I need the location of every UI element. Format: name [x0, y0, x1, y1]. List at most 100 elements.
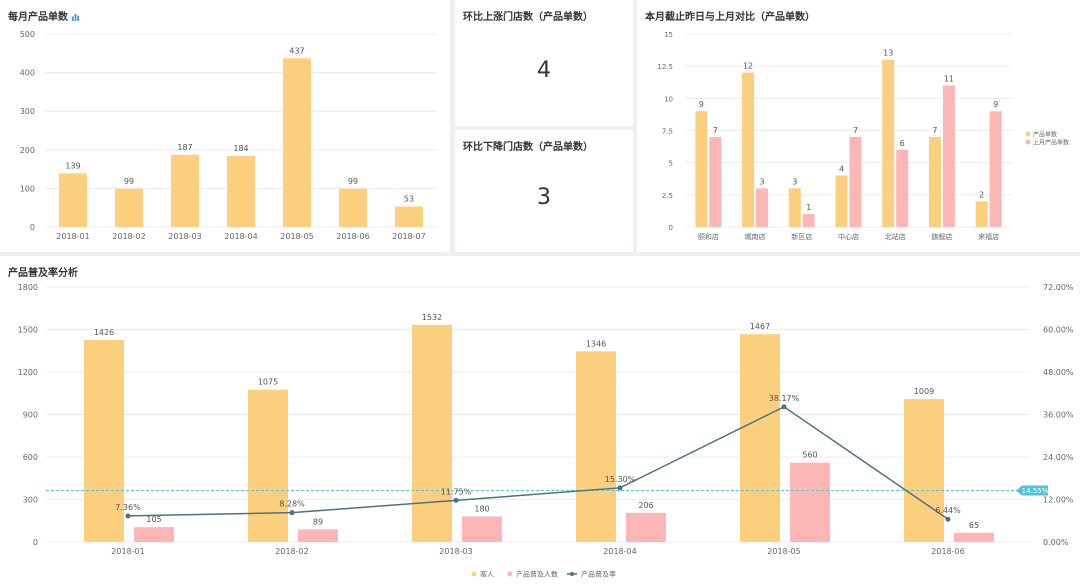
data-label: 99: [348, 177, 358, 186]
x-tick-label: 2018-02: [275, 547, 308, 556]
data-label: 4: [839, 165, 844, 174]
data-label: 105: [146, 515, 161, 524]
stores-up-panel: 环比上涨门店数（产品单数） 4: [455, 0, 633, 126]
bar: [896, 149, 909, 227]
stores-down-title: 环比下降门店数（产品单数）: [463, 142, 593, 153]
bar: [942, 85, 955, 227]
bar: [227, 155, 255, 227]
store-compare-title: 本月截止昨日与上月对比（产品单数）: [645, 12, 815, 23]
data-label: 184: [233, 144, 248, 153]
legend-marker: [507, 571, 513, 577]
data-label: 65: [969, 521, 979, 530]
average-badge: [1016, 485, 1048, 496]
monthly-orders-panel: 每月产品单数 0 100 200 300 400 500 139 2018-01 99 2018-…: [0, 0, 450, 252]
data-label: 13: [883, 49, 893, 58]
data-label: 9: [993, 100, 998, 109]
data-label: 1532: [422, 313, 442, 322]
x-tick-label: 2018-03: [439, 547, 472, 556]
monthly-orders-chart: 0 100 200 300 400 500 139 2018-01 99 2018-02 187 20…: [20, 30, 437, 241]
x-tick-label: 旗舰店: [931, 232, 952, 241]
y-tick-label-left: 1500: [18, 326, 38, 335]
x-tick-label: 2018-06: [931, 547, 964, 556]
bar: [928, 136, 941, 227]
bar: [134, 527, 174, 542]
y-tick-label-right: 36.00%: [1043, 411, 1074, 420]
rate-label: 8.28%: [279, 500, 305, 509]
stores-up-value: 4: [537, 58, 551, 83]
stores-down-value: 3: [537, 185, 551, 210]
bar: [395, 206, 423, 227]
rate-analysis-title: 产品普及率分析: [8, 268, 78, 279]
x-tick-label: 2018-01: [56, 232, 89, 241]
x-tick-label: 2018-05: [280, 232, 313, 241]
bar: [802, 214, 815, 227]
bar: [904, 399, 944, 542]
rate-point: [453, 497, 459, 503]
bar: [171, 154, 199, 227]
y-tick-label: 0: [669, 224, 673, 232]
data-label: 99: [124, 177, 134, 186]
stores-up-title: 环比上涨门店数（产品单数）: [463, 12, 593, 23]
bar: [756, 188, 769, 227]
stores-down-panel: 环比下降门店数（产品单数） 3: [455, 130, 633, 252]
legend-label: 产品普及人数: [516, 570, 558, 579]
y-tick-label: 200: [20, 146, 35, 155]
legend-marker: [471, 571, 477, 577]
data-label: 1075: [258, 378, 278, 387]
y-tick-label: 12.5: [657, 63, 673, 71]
x-tick-label: 2018-07: [392, 232, 425, 241]
average-label: 14.55%: [1022, 487, 1049, 495]
store-compare-panel: 本月截止昨日与上月对比（产品单数） 0 2.5 5 7.5 10 12.5 15 9 7 颐和店 1…: [637, 0, 1080, 252]
bar: [975, 201, 988, 227]
legend-label: 客人: [480, 570, 494, 579]
y-tick-label-right: 72.00%: [1043, 283, 1074, 292]
y-tick-label-left: 1200: [18, 368, 38, 377]
x-tick-label: 2018-03: [168, 232, 201, 241]
rate-label: 6.44%: [935, 506, 961, 515]
y-tick-label: 10: [664, 95, 673, 103]
rate-label: 15.30%: [605, 475, 636, 484]
y-tick-label-right: 24.00%: [1043, 453, 1074, 462]
y-tick-label: 15: [664, 31, 673, 39]
data-label: 1467: [750, 322, 770, 331]
legend-label: 产品普及率: [581, 570, 616, 579]
bar: [788, 188, 801, 227]
bar: [339, 188, 367, 227]
x-tick-label: 中心店: [838, 232, 859, 241]
data-label: 53: [404, 195, 414, 204]
bar: [412, 324, 452, 542]
y-tick-label-right: 12.00%: [1043, 496, 1074, 505]
monthly-orders-title: 每月产品单数: [8, 8, 80, 23]
y-tick-label-left: 900: [23, 411, 38, 420]
data-label: 560: [802, 451, 817, 460]
y-tick-label: 300: [20, 107, 35, 116]
y-tick-label: 5: [669, 160, 673, 168]
bar: [742, 72, 755, 227]
x-tick-label: 2018-04: [603, 547, 636, 556]
bar: [709, 136, 722, 227]
data-label: 1426: [94, 328, 114, 337]
rate-point: [617, 485, 623, 491]
bar: [84, 339, 124, 542]
data-label: 3: [760, 177, 765, 186]
bar: [882, 59, 895, 227]
rate-point: [945, 516, 951, 522]
legend-label: 产品单数: [1033, 131, 1057, 139]
x-tick-label: 城南店: [745, 232, 766, 241]
legend-marker: [570, 572, 574, 576]
x-tick-label: 颐和店: [698, 232, 719, 241]
y-tick-label-left: 0: [33, 538, 38, 547]
y-tick-label-left: 1800: [18, 283, 38, 292]
y-tick-label-left: 300: [23, 496, 38, 505]
x-tick-label: 2018-05: [767, 547, 800, 556]
data-label: 12: [743, 62, 753, 71]
rate-point: [125, 513, 131, 519]
rate-point: [289, 510, 295, 516]
bar: [989, 111, 1002, 227]
y-tick-label: 400: [20, 69, 35, 78]
rate-analysis-chart: 0 300 600 900 1200 1500 1800 0.00% 12.00% 24.00% 3…: [18, 283, 1074, 579]
data-label: 1346: [586, 339, 606, 348]
data-label: 7: [713, 126, 718, 135]
x-tick-label: 2018-06: [336, 232, 369, 241]
data-label: 2: [979, 190, 984, 199]
